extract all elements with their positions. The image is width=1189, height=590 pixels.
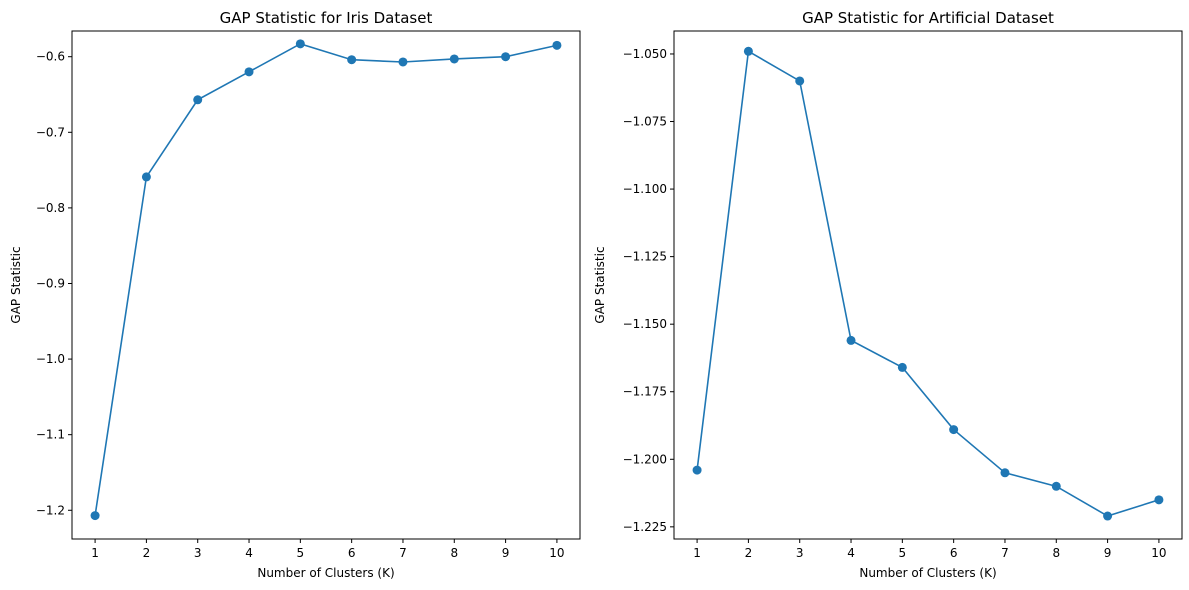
y-tick-label: −1.075: [623, 115, 667, 129]
y-tick-label: −1.125: [623, 250, 667, 264]
x-tick-label: 1: [91, 546, 99, 560]
data-point-k9: [501, 52, 511, 62]
y-tick-label: −1.1: [36, 428, 65, 442]
chart-panel-2: GAP Statistic for Artificial Dataset 1 2 3 4…: [593, 9, 1183, 580]
y-axis-label: GAP Statistic: [9, 246, 23, 323]
x-tick-label: 8: [450, 546, 458, 560]
x-tick-label: 2: [143, 546, 151, 560]
data-point-k8: [449, 54, 459, 64]
series-line: [696, 49, 1160, 517]
data-point-k10: [1154, 495, 1164, 505]
y-tick-label: −1.0: [36, 352, 65, 366]
data-point-k3: [795, 76, 805, 86]
x-tick-label: 9: [1104, 546, 1112, 560]
data-point-k3: [193, 95, 203, 105]
x-axis-label: Number of Clusters (K): [257, 566, 394, 580]
plot-area-frame: [71, 30, 581, 540]
data-point-k7: [398, 57, 408, 67]
x-tick-label: 7: [399, 546, 407, 560]
x-tick-label: 5: [297, 546, 305, 560]
data-point-k4: [244, 67, 254, 77]
series-line: [94, 42, 558, 516]
data-point-k6: [347, 55, 357, 65]
data-point-k2: [743, 46, 753, 56]
data-point-k9: [1103, 511, 1113, 521]
y-tick-label: −1.200: [623, 452, 667, 466]
y-axis-label: GAP Statistic: [593, 246, 607, 323]
plot-area-frame: [673, 30, 1183, 540]
y-tick-label: −1.2: [36, 503, 65, 517]
chart-title: GAP Statistic for Iris Dataset: [220, 9, 433, 27]
data-point-k5: [897, 362, 907, 372]
x-tick-label: 3: [796, 546, 804, 560]
data-point-k5: [295, 39, 305, 49]
data-point-k6: [949, 425, 959, 435]
y-tick-label: −0.7: [36, 125, 65, 139]
data-point-k8: [1051, 481, 1061, 491]
x-tick-label: 6: [950, 546, 958, 560]
chart-panel-1: GAP Statistic for Iris Dataset 1 2 3 4 5 6 7 8 9 1…: [9, 9, 581, 580]
data-point-k10: [552, 40, 562, 50]
x-tick-label: 6: [348, 546, 356, 560]
y-tick-label: −1.225: [623, 520, 667, 534]
y-tick-label: −0.6: [36, 50, 65, 64]
x-tick-label: 4: [245, 546, 253, 560]
y-tick-label: −1.100: [623, 182, 667, 196]
x-tick-label: 10: [549, 546, 564, 560]
x-tick-label: 7: [1001, 546, 1009, 560]
x-tick-label: 9: [502, 546, 510, 560]
x-tick-label: 2: [745, 546, 753, 560]
data-point-k7: [1000, 468, 1010, 478]
x-tick-label: 4: [847, 546, 855, 560]
y-tick-label: −1.050: [623, 47, 667, 61]
data-point-k4: [846, 335, 856, 345]
x-axis-label: Number of Clusters (K): [859, 566, 996, 580]
x-tick-label: 8: [1052, 546, 1060, 560]
chart-title: GAP Statistic for Artificial Dataset: [802, 9, 1054, 27]
y-tick-label: −1.150: [623, 317, 667, 331]
data-point-k1: [90, 511, 100, 521]
y-tick-label: −0.8: [36, 201, 65, 215]
data-point-k2: [141, 172, 151, 182]
y-tick-label: −1.175: [623, 385, 667, 399]
x-tick-label: 3: [194, 546, 202, 560]
data-point-k1: [692, 465, 702, 475]
x-tick-label: 1: [693, 546, 701, 560]
x-tick-label: 10: [1151, 546, 1166, 560]
y-tick-label: −0.9: [36, 276, 65, 290]
x-tick-label: 5: [899, 546, 907, 560]
